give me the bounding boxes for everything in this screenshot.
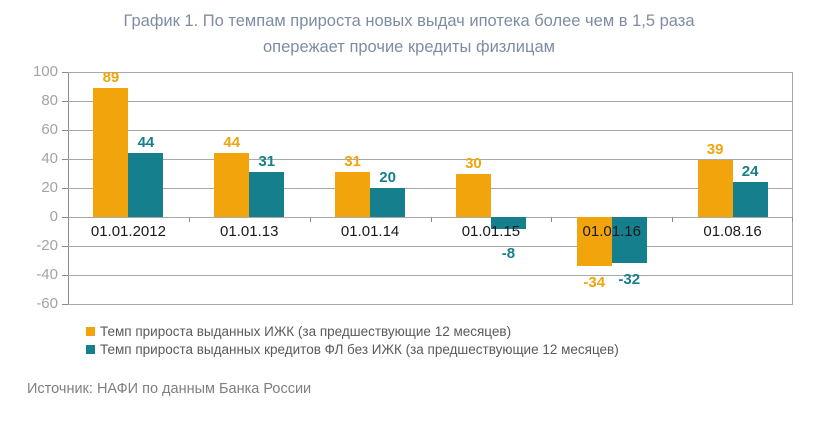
x-axis-tick <box>430 217 432 222</box>
bar-value-label: -32 <box>618 271 641 289</box>
chart-title: График 1. По темпам прироста новых выдач… <box>0 8 818 60</box>
y-axis-tick-label: 20 <box>41 179 58 196</box>
y-axis-tick <box>62 71 68 73</box>
y-axis-tick-label: 0 <box>49 208 58 225</box>
bar-series1 <box>576 217 612 267</box>
bar-value-label: 31 <box>344 153 361 171</box>
source-note: Источник: НАФИ по данным Банка России <box>27 381 312 397</box>
y-axis-line <box>68 72 69 305</box>
gridline <box>68 245 793 247</box>
y-axis-tick <box>62 216 68 218</box>
x-axis-tick <box>68 217 69 222</box>
bar-value-label: 30 <box>465 154 482 172</box>
x-axis-label: 01.01.2012 <box>90 223 166 240</box>
x-axis-label: 01.01.15 <box>461 223 521 240</box>
chart-title-line2: опережает прочие кредиты физлицам <box>263 38 555 56</box>
y-axis-tick-label: -40 <box>36 266 58 283</box>
legend-label: Темп прироста выданных кредитов ФЛ без И… <box>100 342 619 357</box>
bar-series2 <box>128 153 164 217</box>
y-axis-tick <box>62 187 68 189</box>
y-axis-tick-label: 40 <box>41 150 58 167</box>
bar-series1 <box>697 160 733 217</box>
legend: Темп прироста выданных ИЖК (за предшеств… <box>86 323 786 359</box>
x-axis-tick <box>551 217 553 222</box>
y-axis-tick-label: 60 <box>41 121 58 138</box>
y-axis-tick <box>62 274 68 276</box>
legend-swatch-series1 <box>86 327 95 336</box>
legend-label: Темп прироста выданных ИЖК (за предшеств… <box>100 324 512 339</box>
y-axis-tick-label: -60 <box>36 295 58 312</box>
bar-value-label: 20 <box>379 169 396 186</box>
bar-series2 <box>732 182 768 217</box>
gridline <box>68 100 793 102</box>
x-axis-label: 01.01.13 <box>220 223 279 240</box>
x-axis-label: 01.01.16 <box>582 223 641 240</box>
y-axis-tick-label: 100 <box>32 63 58 80</box>
legend-item: Темп прироста выданных ИЖК (за предшеств… <box>86 323 786 341</box>
bar-value-label: 89 <box>102 68 120 86</box>
y-axis-tick <box>62 303 68 305</box>
bar-value-label: 44 <box>223 134 241 152</box>
bar-value-label: 24 <box>741 163 759 181</box>
x-axis-label: 01.01.14 <box>340 223 400 240</box>
gridline <box>68 158 793 160</box>
legend-swatch-series2 <box>86 345 95 354</box>
bar-series1 <box>93 87 129 217</box>
plot-area: 89 44 01.01.2012 44 31 01.01.13 31 20 01.01.14 30… <box>68 68 793 305</box>
y-axis-tick <box>62 129 68 131</box>
bar-value-label: -34 <box>583 274 606 292</box>
gridline <box>68 129 793 131</box>
bar-series2 <box>490 217 526 229</box>
x-axis-tick <box>188 217 190 222</box>
y-axis-tick <box>62 158 68 160</box>
gridline <box>68 303 793 305</box>
bar-series2 <box>370 188 406 217</box>
y-axis-tick-label: 80 <box>41 92 58 109</box>
bar-value-label: 39 <box>706 141 724 159</box>
x-axis-tick <box>792 217 793 222</box>
bar-series2 <box>249 172 285 217</box>
bar-value-label: 44 <box>137 134 155 152</box>
bar-value-label: -8 <box>501 244 516 262</box>
plot-right-border <box>792 72 793 304</box>
gridline <box>68 71 793 73</box>
x-axis-label: 01.08.16 <box>703 223 762 240</box>
x-axis-tick <box>309 217 311 222</box>
bar-series1 <box>214 153 250 217</box>
bar-series2 <box>611 217 647 264</box>
gridline <box>68 274 793 276</box>
bar-value-label: 31 <box>258 153 276 171</box>
x-axis-tick <box>672 217 674 222</box>
y-axis-tick <box>62 245 68 247</box>
y-axis-tick <box>62 100 68 102</box>
y-axis-tick-label: -20 <box>36 237 58 254</box>
chart-title-line1: График 1. По темпам прироста новых выдач… <box>123 12 695 30</box>
gridline <box>68 187 793 189</box>
bar-series1 <box>335 172 371 217</box>
legend-item: Темп прироста выданных кредитов ФЛ без И… <box>86 341 786 359</box>
bar-series1 <box>455 173 491 217</box>
